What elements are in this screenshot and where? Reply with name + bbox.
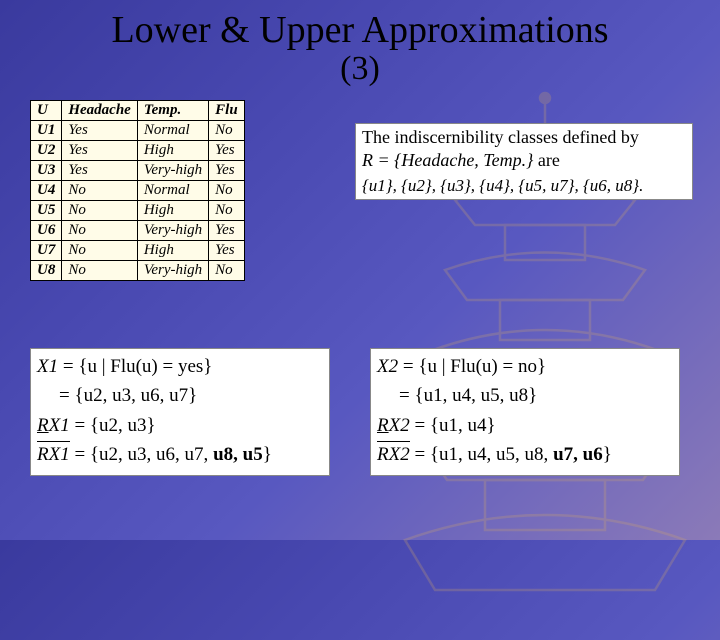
table-cell: No bbox=[209, 201, 245, 221]
x2-upper: RX2 = {u1, u4, u5, u8, u7, u6} bbox=[377, 440, 673, 469]
info-relation: R = {Headache, Temp.} bbox=[362, 150, 533, 170]
table-cell: U5 bbox=[31, 201, 62, 221]
table-cell: Normal bbox=[137, 181, 208, 201]
table-cell: U6 bbox=[31, 221, 62, 241]
col-temp: Temp. bbox=[137, 101, 208, 121]
table-cell: Yes bbox=[209, 161, 245, 181]
table-cell: Yes bbox=[62, 161, 137, 181]
x2-box: X2 = {u | Flu(u) = no} = {u1, u4, u5, u8… bbox=[370, 348, 680, 476]
table-cell: No bbox=[62, 241, 137, 261]
table-cell: Yes bbox=[209, 241, 245, 261]
slide-title: Lower & Upper Approximations bbox=[0, 0, 720, 52]
table-cell: Yes bbox=[62, 121, 137, 141]
table-cell: Very-high bbox=[137, 221, 208, 241]
table-cell: U7 bbox=[31, 241, 62, 261]
table-row: U8NoVery-highNo bbox=[31, 261, 245, 281]
table-cell: No bbox=[62, 261, 137, 281]
table-cell: No bbox=[209, 261, 245, 281]
table-cell: High bbox=[137, 241, 208, 261]
table-row: U5NoHighNo bbox=[31, 201, 245, 221]
table-cell: Very-high bbox=[137, 161, 208, 181]
table-header-row: U Headache Temp. Flu bbox=[31, 101, 245, 121]
table-cell: High bbox=[137, 201, 208, 221]
x2-members: = {u1, u4, u5, u8} bbox=[377, 381, 673, 410]
table-cell: Yes bbox=[209, 221, 245, 241]
table-row: U4NoNormalNo bbox=[31, 181, 245, 201]
table-cell: U1 bbox=[31, 121, 62, 141]
table-cell: U4 bbox=[31, 181, 62, 201]
x1-upper: RX1 = {u2, u3, u6, u7, u8, u5} bbox=[37, 440, 323, 469]
x2-def: X2 = {u | Flu(u) = no} bbox=[377, 352, 673, 381]
slide-subtitle: (3) bbox=[0, 50, 720, 88]
table-row: U1YesNormalNo bbox=[31, 121, 245, 141]
x1-lower: RX1 = {u2, u3} bbox=[37, 411, 323, 440]
table-cell: No bbox=[62, 201, 137, 221]
col-headache: Headache bbox=[62, 101, 137, 121]
table-row: U2YesHighYes bbox=[31, 141, 245, 161]
table-row: U6NoVery-highYes bbox=[31, 221, 245, 241]
x1-members: = {u2, u3, u6, u7} bbox=[37, 381, 323, 410]
table-cell: Very-high bbox=[137, 261, 208, 281]
x1-box: X1 = {u | Flu(u) = yes} = {u2, u3, u6, u… bbox=[30, 348, 330, 476]
table-cell: No bbox=[209, 181, 245, 201]
table-cell: No bbox=[62, 181, 137, 201]
x1-def: X1 = {u | Flu(u) = yes} bbox=[37, 352, 323, 381]
x2-lower: RX2 = {u1, u4} bbox=[377, 411, 673, 440]
table-cell: Yes bbox=[209, 141, 245, 161]
table-cell: U2 bbox=[31, 141, 62, 161]
col-u: U bbox=[31, 101, 62, 121]
table-cell: Yes bbox=[62, 141, 137, 161]
info-classes: {u1}, {u2}, {u3}, {u4}, {u5, u7}, {u6, u… bbox=[362, 175, 686, 197]
table-cell: No bbox=[209, 121, 245, 141]
table-cell: U3 bbox=[31, 161, 62, 181]
indiscernibility-box: The indiscernibility classes defined by … bbox=[355, 123, 693, 200]
info-are: are bbox=[533, 150, 559, 170]
data-table-region: U Headache Temp. Flu U1YesNormalNoU2YesH… bbox=[30, 100, 245, 281]
table-cell: U8 bbox=[31, 261, 62, 281]
table-cell: Normal bbox=[137, 121, 208, 141]
table-row: U7NoHighYes bbox=[31, 241, 245, 261]
decision-table: U Headache Temp. Flu U1YesNormalNoU2YesH… bbox=[30, 100, 245, 281]
col-flu: Flu bbox=[209, 101, 245, 121]
table-cell: No bbox=[62, 221, 137, 241]
table-row: U3YesVery-highYes bbox=[31, 161, 245, 181]
info-line1: The indiscernibility classes defined by bbox=[362, 127, 639, 147]
table-cell: High bbox=[137, 141, 208, 161]
